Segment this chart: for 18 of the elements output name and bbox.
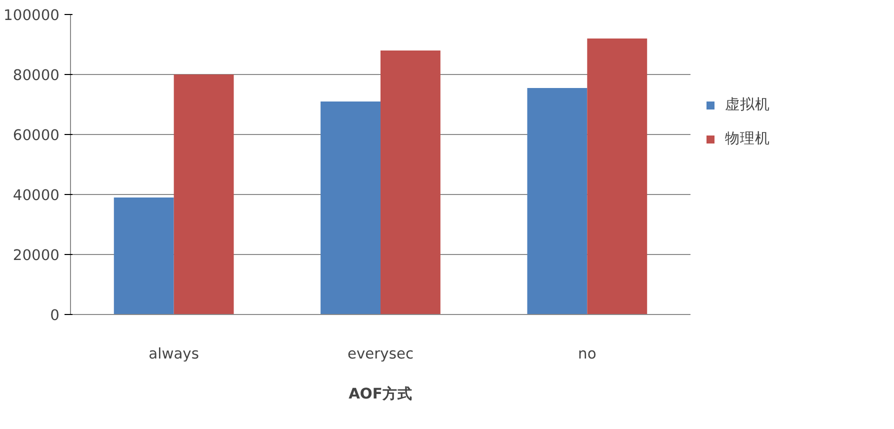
bar [320, 102, 380, 314]
bar [174, 74, 234, 314]
y-tick-label: 40000 [12, 187, 60, 204]
bar [380, 50, 440, 314]
x-tick-label: everysec [347, 346, 414, 362]
x-axis-title: AOF方式 [348, 384, 412, 402]
legend-label: 虚拟机 [725, 95, 770, 114]
bar [114, 198, 174, 314]
y-tick-label: 0 [50, 307, 60, 324]
bar [587, 38, 648, 314]
legend-label: 物理机 [725, 129, 770, 148]
bar [527, 88, 588, 314]
y-tick-label: 80000 [12, 67, 60, 84]
y-tick-label: 60000 [12, 127, 60, 144]
y-tick-label: 20000 [12, 247, 60, 264]
x-tick-label: no [578, 346, 596, 362]
x-tick-label: always [148, 346, 200, 362]
y-tick-label: 100000 [4, 7, 60, 24]
